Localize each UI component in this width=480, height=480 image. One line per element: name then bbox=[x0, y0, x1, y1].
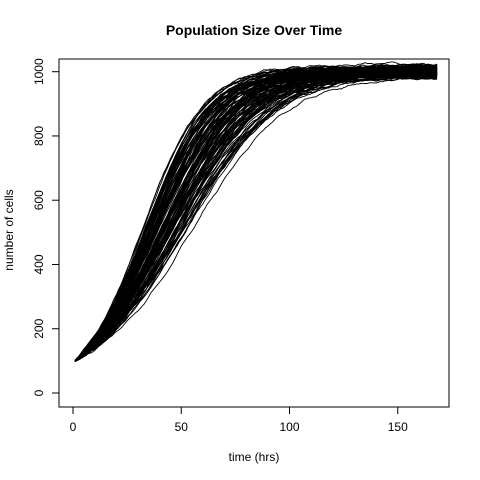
y-axis: 0 200 400 600 800 1000 bbox=[32, 58, 60, 396]
chart-title: Population Size Over Time bbox=[166, 22, 343, 38]
series-lines bbox=[74, 61, 438, 362]
y-tick-label: 800 bbox=[32, 126, 46, 146]
series-line bbox=[74, 76, 438, 361]
series-line bbox=[74, 71, 438, 361]
series-line bbox=[74, 71, 438, 362]
series-line bbox=[74, 69, 438, 361]
x-tick-label: 150 bbox=[388, 420, 408, 434]
x-axis: 0 50 100 150 bbox=[70, 406, 408, 434]
series-line bbox=[74, 67, 438, 362]
y-tick-label: 600 bbox=[32, 190, 46, 210]
series-line bbox=[74, 71, 438, 361]
series-line bbox=[74, 76, 438, 362]
series-line bbox=[74, 74, 438, 361]
y-tick-label: 1000 bbox=[32, 58, 46, 85]
series-line bbox=[74, 64, 438, 362]
series-line bbox=[74, 61, 438, 362]
series-line bbox=[74, 71, 438, 362]
series-line bbox=[74, 71, 438, 362]
y-tick-label: 200 bbox=[32, 318, 46, 338]
series-line bbox=[74, 71, 438, 362]
series-line bbox=[74, 74, 438, 361]
series-line bbox=[74, 70, 438, 362]
series-line bbox=[74, 71, 438, 362]
series-line bbox=[74, 71, 438, 362]
series-line bbox=[74, 70, 438, 362]
x-tick-label: 100 bbox=[279, 420, 299, 434]
y-tick-label: 0 bbox=[32, 389, 46, 396]
series-line bbox=[74, 71, 438, 362]
series-line bbox=[74, 71, 438, 361]
series-line bbox=[74, 64, 438, 362]
x-tick-label: 50 bbox=[175, 420, 189, 434]
series-line bbox=[74, 71, 438, 362]
series-line bbox=[74, 64, 438, 361]
series-line bbox=[74, 71, 438, 362]
series-line bbox=[74, 69, 438, 361]
series-line bbox=[74, 73, 438, 362]
x-axis-label: time (hrs) bbox=[229, 450, 280, 464]
y-axis-label: number of cells bbox=[2, 189, 16, 270]
series-line bbox=[74, 64, 438, 362]
series-line bbox=[74, 63, 438, 362]
x-tick-label: 0 bbox=[70, 420, 77, 434]
y-tick-label: 400 bbox=[32, 254, 46, 274]
series-line bbox=[74, 71, 438, 362]
series-line bbox=[74, 71, 438, 362]
